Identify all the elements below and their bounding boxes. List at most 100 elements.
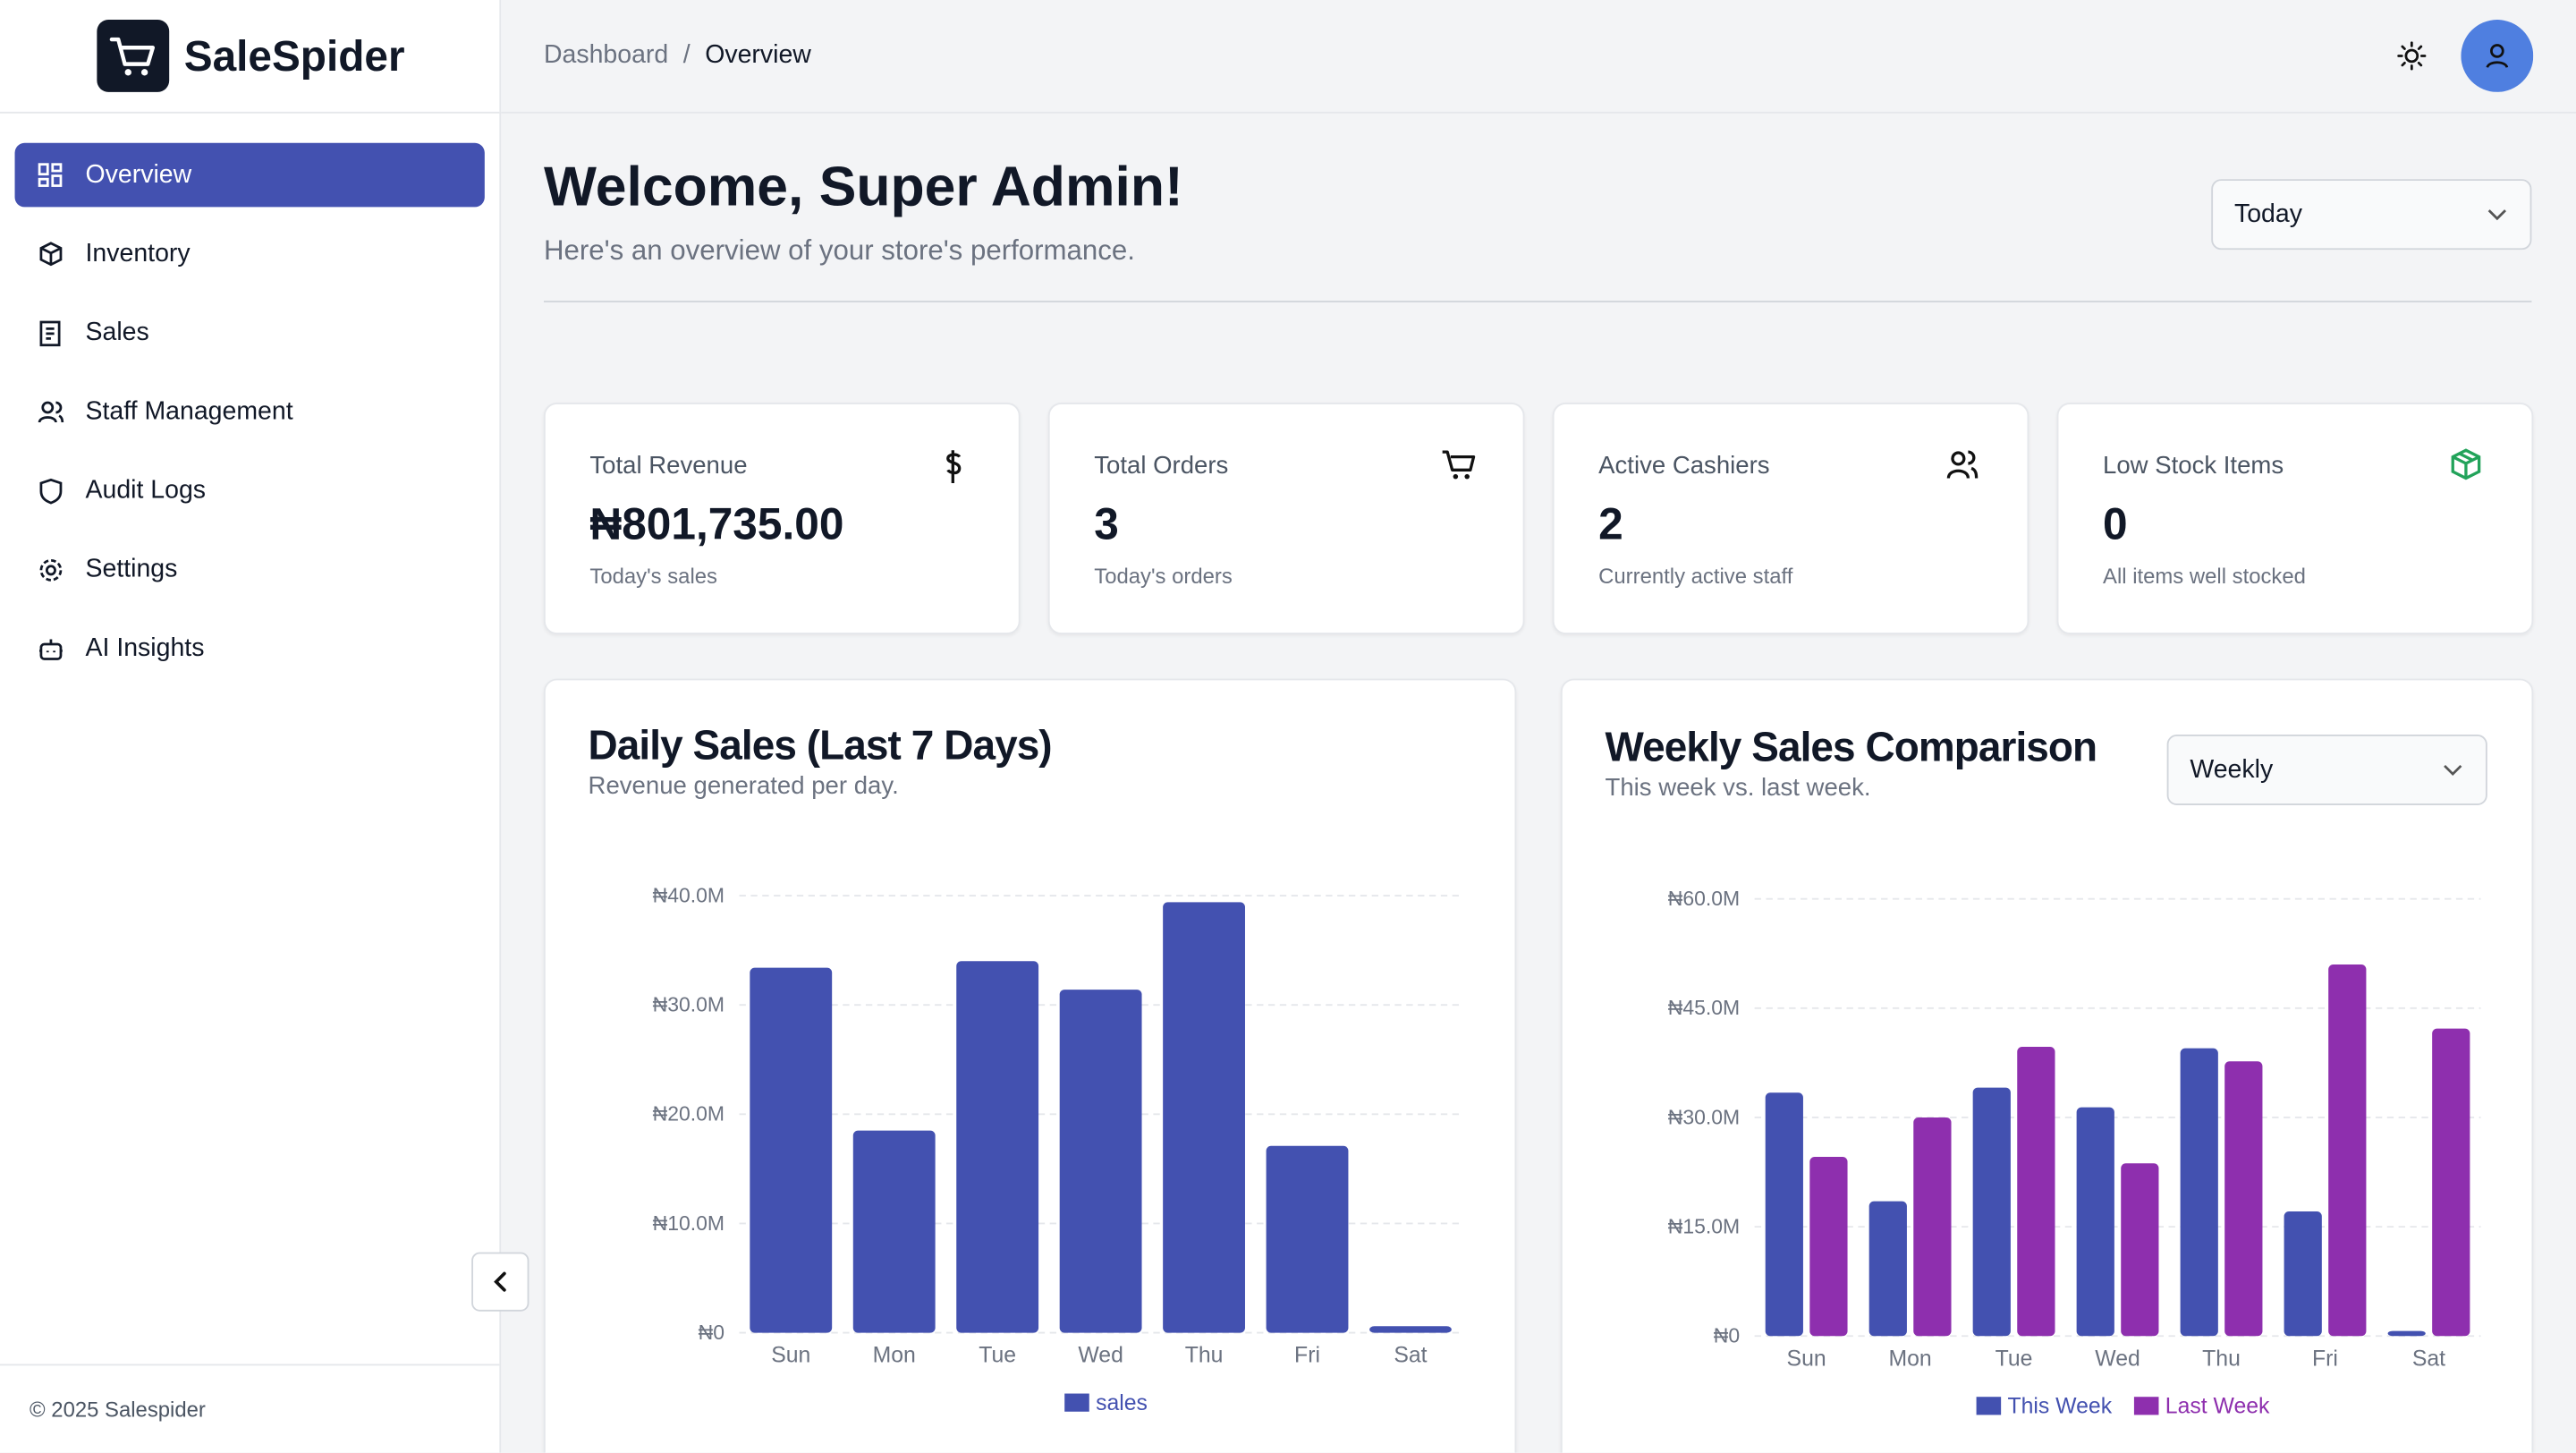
x-tick-label: Tue [1996,1347,2033,1371]
bar [2076,1107,2114,1337]
avatar[interactable] [2461,20,2534,92]
stat-card: Active Cashiers 2 Currently active staff [1552,403,2029,634]
bar [2432,1028,2470,1337]
x-tick-label: Wed [1078,1344,1123,1368]
chart-title: Daily Sales (Last 7 Days) [588,723,1053,769]
select-value: Today [2233,200,2302,228]
legend-swatch [1976,1397,2002,1415]
x-tick-label: Thu [2202,1347,2241,1371]
y-tick-label: ₦0 [1714,1324,1740,1347]
collapse-button[interactable] [471,1252,530,1312]
bar [1369,1326,1452,1333]
x-tick-label: Fri [2312,1347,2338,1371]
x-tick-label: Sun [771,1344,810,1368]
welcome-title: Welcome, Super Admin! [543,156,1183,219]
stat-card: Low Stock Items 0 All items well stocked [2056,403,2534,634]
breadcrumb-link[interactable]: Dashboard [543,40,669,70]
stat-label: Total Revenue [589,452,748,480]
x-tick-label: Fri [1294,1344,1320,1368]
bar [1765,1092,1803,1337]
bar [1163,902,1245,1333]
legend-swatch [1064,1393,1089,1412]
divider [0,111,500,114]
bar [750,967,833,1333]
nav-label: Staff Management [85,396,293,425]
bar [1809,1156,1848,1337]
theme-toggle[interactable] [2395,39,2428,72]
y-tick-label: ₦60.0M [1668,887,1740,910]
bar [852,1130,936,1333]
bar [1913,1117,1952,1337]
x-tick-label: Thu [1185,1344,1224,1368]
x-tick-label: Mon [873,1344,916,1368]
bar [2284,1211,2322,1337]
chart-subtitle: Revenue generated per day. [588,772,899,801]
period-select[interactable]: Today [2211,179,2532,251]
nav-item[interactable]: Sales [15,301,485,365]
nav-item[interactable]: AI Insights [15,616,485,681]
stat-note: Today's sales [589,564,717,589]
stat-value: 2 [1598,499,1623,549]
stat-note: Today's orders [1094,564,1233,589]
bar [2017,1046,2055,1337]
stat-label: Total Orders [1094,452,1229,480]
nav-label: Audit Logs [85,475,207,504]
chart-subtitle: This week vs. last week. [1605,774,1871,803]
nav-label: Overview [85,160,192,189]
x-tick-label: Sat [2412,1347,2445,1371]
bar [1266,1145,1349,1333]
nav-label: Inventory [85,239,191,268]
bar [1059,990,1142,1333]
bar [2328,964,2367,1337]
bar [1972,1087,2011,1337]
nav-label: AI Insights [85,633,205,662]
y-tick-label: ₦45.0M [1668,996,1740,1019]
range-select[interactable]: Weekly [2166,735,2487,806]
legend-label: sales [1096,1391,1148,1415]
y-tick-label: ₦20.0M [653,1102,724,1126]
bar [2387,1330,2426,1337]
stat-icon [936,447,972,492]
topbar: Dashboard / Overview [501,0,2576,114]
legend-label: This Week [2007,1395,2112,1419]
brand[interactable]: SaleSpider [183,30,405,81]
sidebar: SaleSpider © 2025 Salespider Overview Inv… [0,0,502,1453]
stat-icon [1945,447,1981,492]
bar [2121,1163,2159,1337]
stat-card: Total Revenue ₦801,735.00 Today's sales [543,403,1021,634]
select-value: Weekly [2190,754,2274,784]
stat-value: ₦801,735.00 [589,499,844,549]
nav-item[interactable]: Inventory [15,222,485,286]
y-tick-label: ₦30.0M [653,993,724,1016]
nav-item[interactable]: Staff Management [15,379,485,444]
stat-label: Low Stock Items [2103,452,2284,480]
logo[interactable] [97,20,170,92]
legend-swatch [2133,1397,2159,1415]
stat-note: Currently active staff [1598,564,1793,589]
divider [543,301,2532,302]
y-tick-label: ₦30.0M [1668,1105,1740,1128]
x-tick-label: Sun [1787,1347,1826,1371]
nav-item[interactable]: Audit Logs [15,458,485,523]
bar [1868,1201,1907,1337]
stat-value: 3 [1094,499,1119,549]
y-tick-label: ₦15.0M [1668,1214,1740,1237]
nav-item[interactable]: Overview [14,142,485,208]
nav-item[interactable]: Settings [15,538,485,602]
stat-icon [2450,447,2486,492]
x-tick-label: Wed [2095,1347,2140,1371]
welcome-subtitle: Here's an overview of your store's perfo… [543,234,1135,267]
x-tick-label: Sat [1394,1344,1427,1368]
legend-label: Last Week [2165,1395,2270,1419]
nav-label: Sales [85,318,149,346]
y-tick-label: ₦0 [699,1321,724,1344]
stat-note: All items well stocked [2103,564,2306,589]
breadcrumb-current: Overview [705,40,811,70]
stat-label: Active Cashiers [1598,452,1770,480]
bar [956,961,1039,1333]
bar [2180,1048,2218,1337]
chart-title: Weekly Sales Comparison [1605,725,2097,771]
